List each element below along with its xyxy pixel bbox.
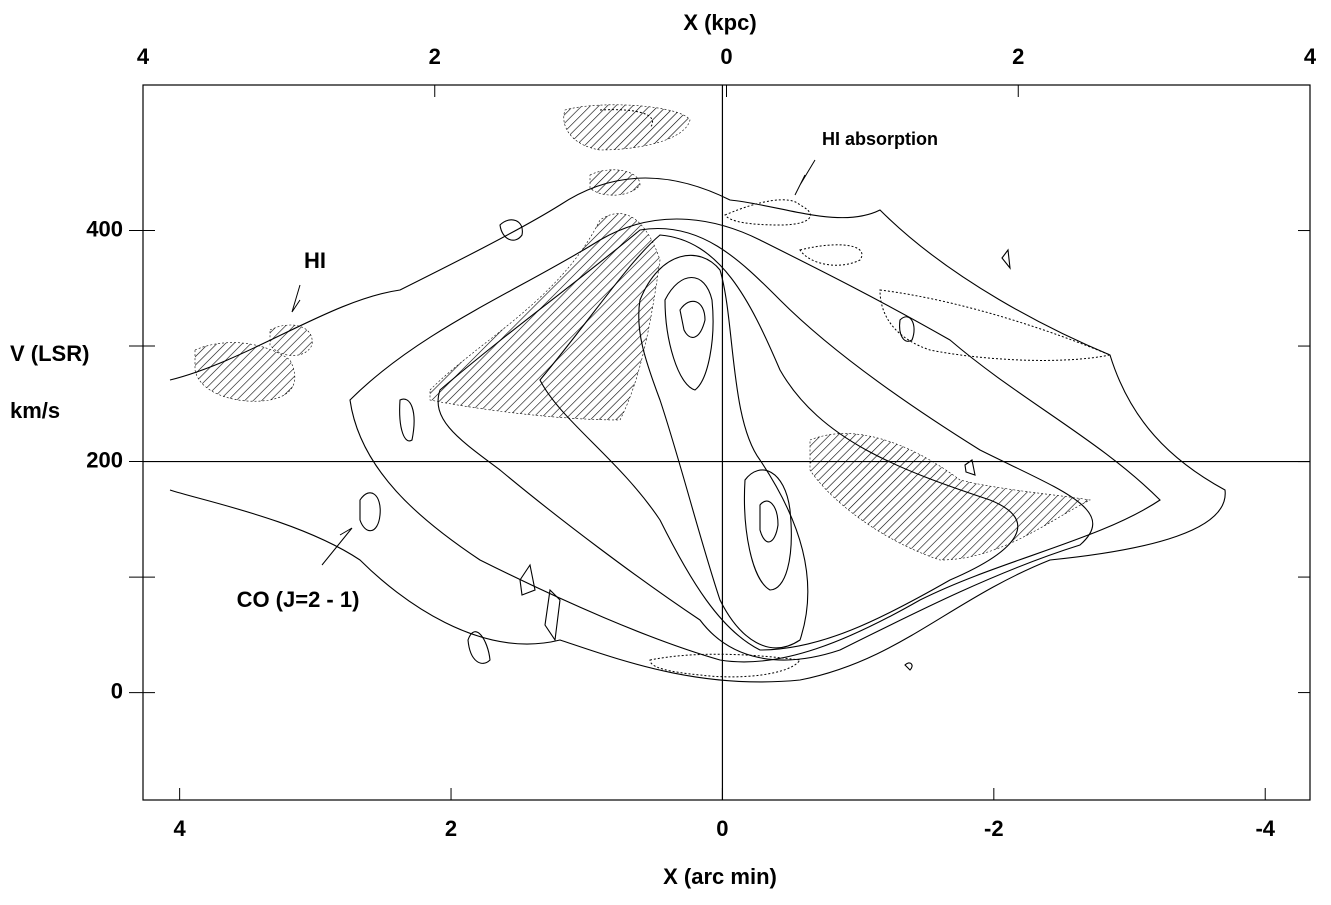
x2-axis-label: X (kpc) bbox=[683, 10, 756, 35]
x-axis-label: X (arc min) bbox=[663, 864, 777, 889]
annotation: HI bbox=[304, 248, 326, 273]
x2-tick-label: 0 bbox=[720, 44, 732, 69]
x-tick-label: -4 bbox=[1255, 816, 1275, 841]
x-tick-label: 4 bbox=[174, 816, 187, 841]
x-tick-label: -2 bbox=[984, 816, 1004, 841]
annotation: CO (J=2 - 1) bbox=[237, 587, 360, 612]
annotation: HI absorption bbox=[822, 129, 938, 149]
x2-tick-label: 2 bbox=[429, 44, 441, 69]
y-tick-label: 200 bbox=[86, 447, 123, 472]
plot-frame bbox=[142, 84, 1311, 801]
contours bbox=[169, 104, 1226, 683]
x2-tick-label: 4 bbox=[137, 44, 150, 69]
annotation-leaders bbox=[291, 159, 816, 566]
y-tick-label: 400 bbox=[86, 216, 123, 241]
y-axis-unit: km/s bbox=[10, 398, 60, 423]
x2-tick-label: 2 bbox=[1012, 44, 1024, 69]
x2-tick-label: 4 bbox=[1304, 44, 1317, 69]
x-tick-label: 2 bbox=[445, 816, 457, 841]
y-axis-label: V (LSR) bbox=[10, 341, 89, 366]
y-tick-label: 0 bbox=[111, 678, 123, 703]
x-tick-label: 0 bbox=[716, 816, 728, 841]
